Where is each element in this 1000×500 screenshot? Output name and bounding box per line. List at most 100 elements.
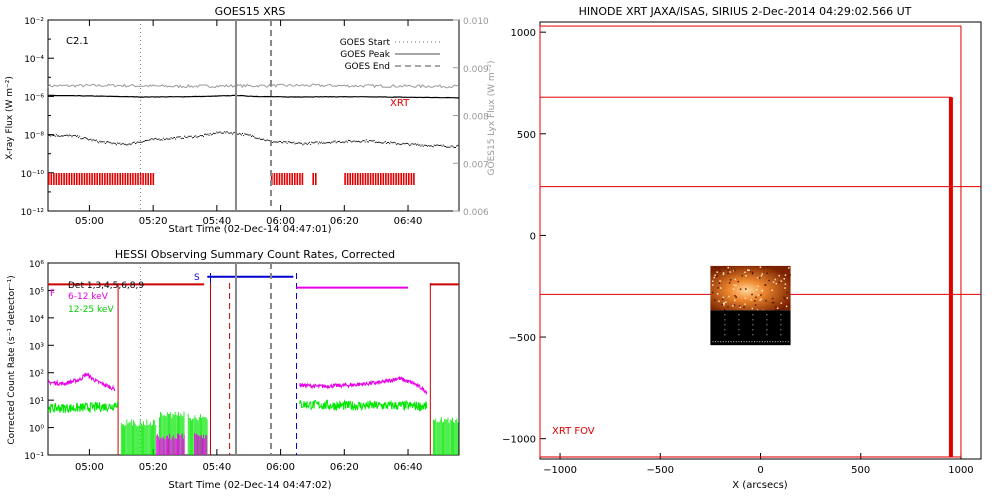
goes-short-channel-point <box>427 145 429 147</box>
xrt-image-speckle <box>757 294 760 296</box>
goes-y2-tick-label: 0.007 <box>463 160 489 170</box>
goes-short-channel-point <box>332 141 334 143</box>
goes-short-channel-point <box>256 137 258 139</box>
goes-data-marks <box>47 19 460 212</box>
goes-short-channel-point <box>366 141 368 143</box>
goes-short-channel-point <box>199 135 201 136</box>
goes-short-channel-point <box>195 135 197 137</box>
xrt-image-dark <box>710 310 791 346</box>
xrt-image-speckle <box>755 296 757 299</box>
goes-short-channel-point <box>218 131 220 133</box>
goes-short-channel-point <box>370 140 372 142</box>
goes-xrt-interval-bar <box>296 173 299 185</box>
xrt-image-speckle <box>712 284 714 286</box>
goes-x-tick-labels: 05:00 05:20 05:40 06:00 06:20 06:40 <box>75 216 422 227</box>
goes-short-channel-point <box>457 144 459 146</box>
goes-y-tick-label: 10⁻¹⁰ <box>21 170 45 180</box>
xrt-image-dot <box>738 324 740 326</box>
goes-xrt-interval-bar <box>364 173 367 185</box>
hessi-flag-f: F <box>50 289 55 299</box>
goes-short-channel-point <box>291 142 293 144</box>
goes-short-channel-point <box>211 133 213 135</box>
goes-short-channel-point <box>315 141 317 143</box>
goes-y-tick-label: 10⁻¹² <box>21 208 45 218</box>
xrt-image-speckle <box>717 287 719 289</box>
goes-short-channel-point <box>100 141 102 143</box>
goes-xrt-interval-bar <box>374 173 377 185</box>
goes-short-channel-point <box>436 144 438 146</box>
xrt-image-speckle <box>737 280 740 283</box>
xrt-image-speckle <box>771 289 773 292</box>
xrt-image-dot <box>724 314 726 316</box>
goes-short-channel-point <box>185 136 187 138</box>
xrt-image-speckle <box>771 301 774 304</box>
goes-short-channel-point <box>341 142 343 143</box>
xrt-image-speckle <box>738 305 741 307</box>
goes-y2-tick-labels: 0.010 0.009 0.008 0.007 0.006 <box>463 17 489 218</box>
xrt-image-speckle <box>789 274 791 276</box>
goes-xrt-interval-bar <box>129 173 132 185</box>
goes-short-channel-point <box>103 141 105 143</box>
goes-xrt-interval-bar <box>367 173 369 185</box>
goes-xrt-interval-bar <box>397 173 400 185</box>
goes-title: GOES15 XRS <box>215 5 286 18</box>
xrt-image-speckle <box>751 293 753 296</box>
xrt-image-speckle <box>747 269 749 271</box>
goes-short-channel-point <box>374 142 376 144</box>
goes-xrt-interval-bar <box>63 173 65 185</box>
goes-short-channel-point <box>452 146 454 148</box>
goes-short-channel-point <box>380 142 382 144</box>
goes-short-channel-point <box>184 135 185 137</box>
goes-short-channel-point <box>155 137 157 139</box>
goes-short-channel-point <box>310 143 312 145</box>
goes-short-channel-point <box>171 138 173 140</box>
goes-short-channel-point <box>274 141 276 143</box>
legend-12-25-kev: 12-25 keV <box>68 305 114 315</box>
goes-short-channel-point <box>62 135 64 137</box>
goes-short-channel-point <box>458 145 460 147</box>
goes-xrt-interval-bar <box>354 173 357 185</box>
xrt-image-speckle <box>733 304 736 306</box>
goes-short-channel-point <box>129 143 131 145</box>
goes-y-tick-label: 10⁻⁸ <box>24 132 44 142</box>
goes-short-channel-point <box>81 138 83 140</box>
goes-short-channel-point <box>372 140 374 142</box>
hessi-x-axis-label: Start Time (02-Dec-14 04:47:02) <box>168 480 331 491</box>
xrt-image-dot <box>738 329 740 331</box>
goes-short-channel-point <box>286 142 288 144</box>
goes-short-channel-point <box>180 138 182 140</box>
goes-short-channel-point <box>188 135 190 137</box>
goes-xrt-interval-bar <box>65 173 68 185</box>
xrt-image-speckle <box>784 298 786 300</box>
goes-short-channel-point <box>87 138 88 140</box>
xrt-image-speckle <box>722 272 725 274</box>
xrt-image-dot <box>772 341 774 343</box>
xrt-image-speckle <box>761 289 764 291</box>
goes-short-channel-point <box>447 146 449 148</box>
goes-short-channel-point <box>69 134 71 136</box>
goes-short-channel-point <box>94 140 96 142</box>
xrt-image-speckle <box>716 275 718 277</box>
map-fov-label: XRT FOV <box>552 426 595 437</box>
xrt-image-dot <box>720 341 722 343</box>
goes-short-channel-point <box>391 142 393 144</box>
xrt-image-speckle <box>749 270 751 273</box>
goes-short-channel-point <box>323 142 325 144</box>
goes-short-channel-point <box>253 136 255 137</box>
xrt-image-dot <box>717 341 719 343</box>
goes-y-axis-label: X-ray Flux (W m⁻²) <box>5 76 15 160</box>
xrt-image-speckle <box>776 307 779 309</box>
xrt-image-speckle <box>744 303 746 305</box>
goes-xrs-panel: GOES15 XRS 10⁻² 10⁻⁴ 10⁻⁶ 10⁻⁸ 10⁻¹⁰ 10⁻¹² 0.… <box>5 5 497 235</box>
hessi-x-tick-label: 05:00 <box>75 462 104 473</box>
goes-short-channel-point <box>48 134 49 136</box>
xrt-image-speckle <box>733 284 735 286</box>
goes-short-channel-point <box>356 141 358 143</box>
xrt-image-sun <box>710 265 791 311</box>
legend-6-12-kev: 6-12 keV <box>68 292 109 302</box>
goes-short-channel-point <box>175 138 177 140</box>
goes-short-channel-point <box>334 140 336 142</box>
goes-short-channel-point <box>379 141 381 143</box>
xrt-image-speckle <box>786 291 788 294</box>
goes-short-channel-point <box>233 132 235 134</box>
